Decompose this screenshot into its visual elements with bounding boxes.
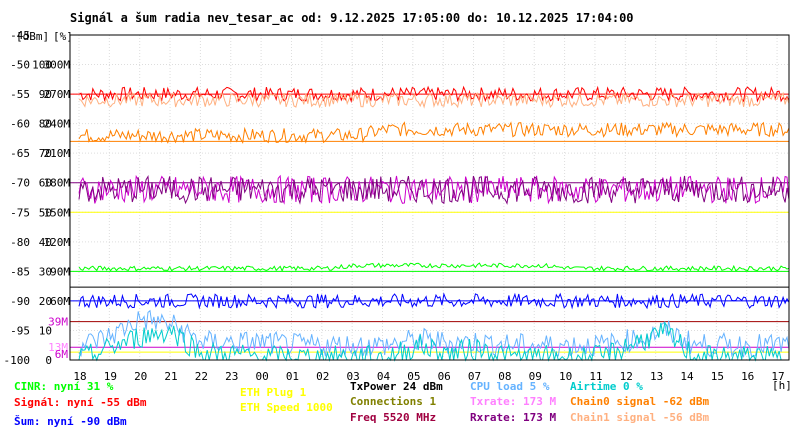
x-tick: 06 [438,370,451,383]
x-tick: 15 [711,370,724,383]
legend-txpower: TxPower 24 dBm [350,380,443,393]
y-tick-pct: 80 [39,118,52,131]
legend-airtime: Airtime 0 % [570,380,643,393]
y-tick-dbm: -90 [10,295,30,308]
series-rxrate [78,175,790,206]
y-tick-dbm: -60 [10,118,30,131]
y-tick-pct: 0 [45,354,52,367]
series-lines [78,85,790,362]
y-tick-rate: 270M [44,88,71,101]
legend-txrate: Txrate: 173 M [470,395,556,408]
series-sign-l [78,85,790,104]
plot-frame [69,34,790,361]
chart-title: Signál a šum radia nev_tesar_ac od: 9.12… [70,11,634,26]
x-tick: 09 [529,370,542,383]
y-tick-pct: 30 [39,265,52,278]
legend-signal: Signál: nyní -55 dBm [14,396,147,409]
x-unit-label: [h] [772,379,792,392]
y-tick-rate: 120M [44,236,71,249]
reference-lines [70,93,789,353]
y-tick-inner: 6M [55,348,69,361]
legend-chain0: Chain0 signal -62 dBm [570,395,709,408]
y-tick-rate: 240M [44,118,71,131]
y-unit-pct: [%] [53,30,73,43]
y-tick-rate: 90M [50,265,70,278]
x-tick: 22 [195,370,208,383]
y-tick-inner: 13M [48,341,68,354]
legend-cinr: CINR: nyní 31 % [14,380,114,393]
y-tick-dbm: -95 [10,324,30,337]
y-tick-rate: 60M [50,295,70,308]
legend-eth-speed: ETH Speed 1000 [240,401,333,414]
y-tick-dbm: -100 [4,354,31,367]
legend-rxrate: Rxrate: 173 M [470,411,556,424]
x-tick: 08 [498,370,511,383]
x-tick: 21 [164,370,177,383]
series--um [78,292,790,310]
y-tick-dbm: -65 [10,147,30,160]
series-chain0-signal [78,121,790,144]
y-tick-inner: 39M [48,316,68,329]
x-axis-ticks: 18 19 20 21 22 23 00 01 02 03 04 05 06 07 08 09 10 11 12 13… [73,370,784,383]
y-tick-rate: 150M [44,206,71,219]
y-tick-dbm: -55 [10,88,30,101]
y-tick-dbm: -80 [10,236,30,249]
x-tick: 19 [104,370,117,383]
y-tick-dbm: -50 [10,59,30,72]
x-tick: 04 [377,370,391,383]
x-tick: 17 [771,370,784,383]
x-tick: 05 [407,370,420,383]
x-tick: 11 [589,370,602,383]
legend-chain1: Chain1 signal -56 dBm [570,411,709,424]
y-tick-pct: 70 [39,147,52,160]
y-tick-pct: 60 [39,177,52,190]
y-tick-pct: 40 [39,236,52,249]
legend-freq: Freq 5520 MHz [350,411,436,424]
legend-eth-plug: ETH Plug 1 [240,386,307,399]
x-tick: 18 [73,370,86,383]
y-tick-dbm: -45 [10,29,30,42]
y-tick-dbm: -70 [10,177,30,190]
y-tick-rate: 210M [44,147,71,160]
y-tick-pct: 100 [32,59,52,72]
y-axis-ticks: -45-50-55-60-65-70-75-80-85-90-95-100100… [4,29,71,367]
legend-cpu: CPU load 5 % [470,380,550,393]
series-cinr [78,262,790,273]
x-tick: 20 [134,370,147,383]
y-tick-pct: 50 [39,206,52,219]
x-tick: 10 [559,370,572,383]
y-tick-pct: 90 [39,88,52,101]
legend-noise: Šum: nyní -90 dBm [14,415,127,428]
y-tick-rate: 300M [44,59,71,72]
legend: CINR: nyní 31 % Signál: nyní -55 dBm Šum… [14,380,709,428]
x-tick: 02 [316,370,329,383]
series-chain1-signal [78,91,790,109]
x-tick: 23 [225,370,238,383]
x-tick: 16 [741,370,754,383]
x-tick: 01 [286,370,299,383]
x-tick: 00 [255,370,268,383]
x-tick: 07 [468,370,481,383]
series-airtime [78,321,789,362]
y-tick-rate: 180M [44,177,71,190]
x-tick: 12 [620,370,633,383]
y-tick-dbm: -85 [10,265,30,278]
y-tick-pct: 10 [39,324,52,337]
x-tick: 13 [650,370,663,383]
x-tick: 14 [680,370,694,383]
y-tick-dbm: -75 [10,206,30,219]
x-tick: 03 [347,370,360,383]
legend-connections: Connections 1 [350,395,436,408]
y-tick-pct: 20 [39,295,52,308]
y-unit-dbm: [dBm] [16,30,49,43]
